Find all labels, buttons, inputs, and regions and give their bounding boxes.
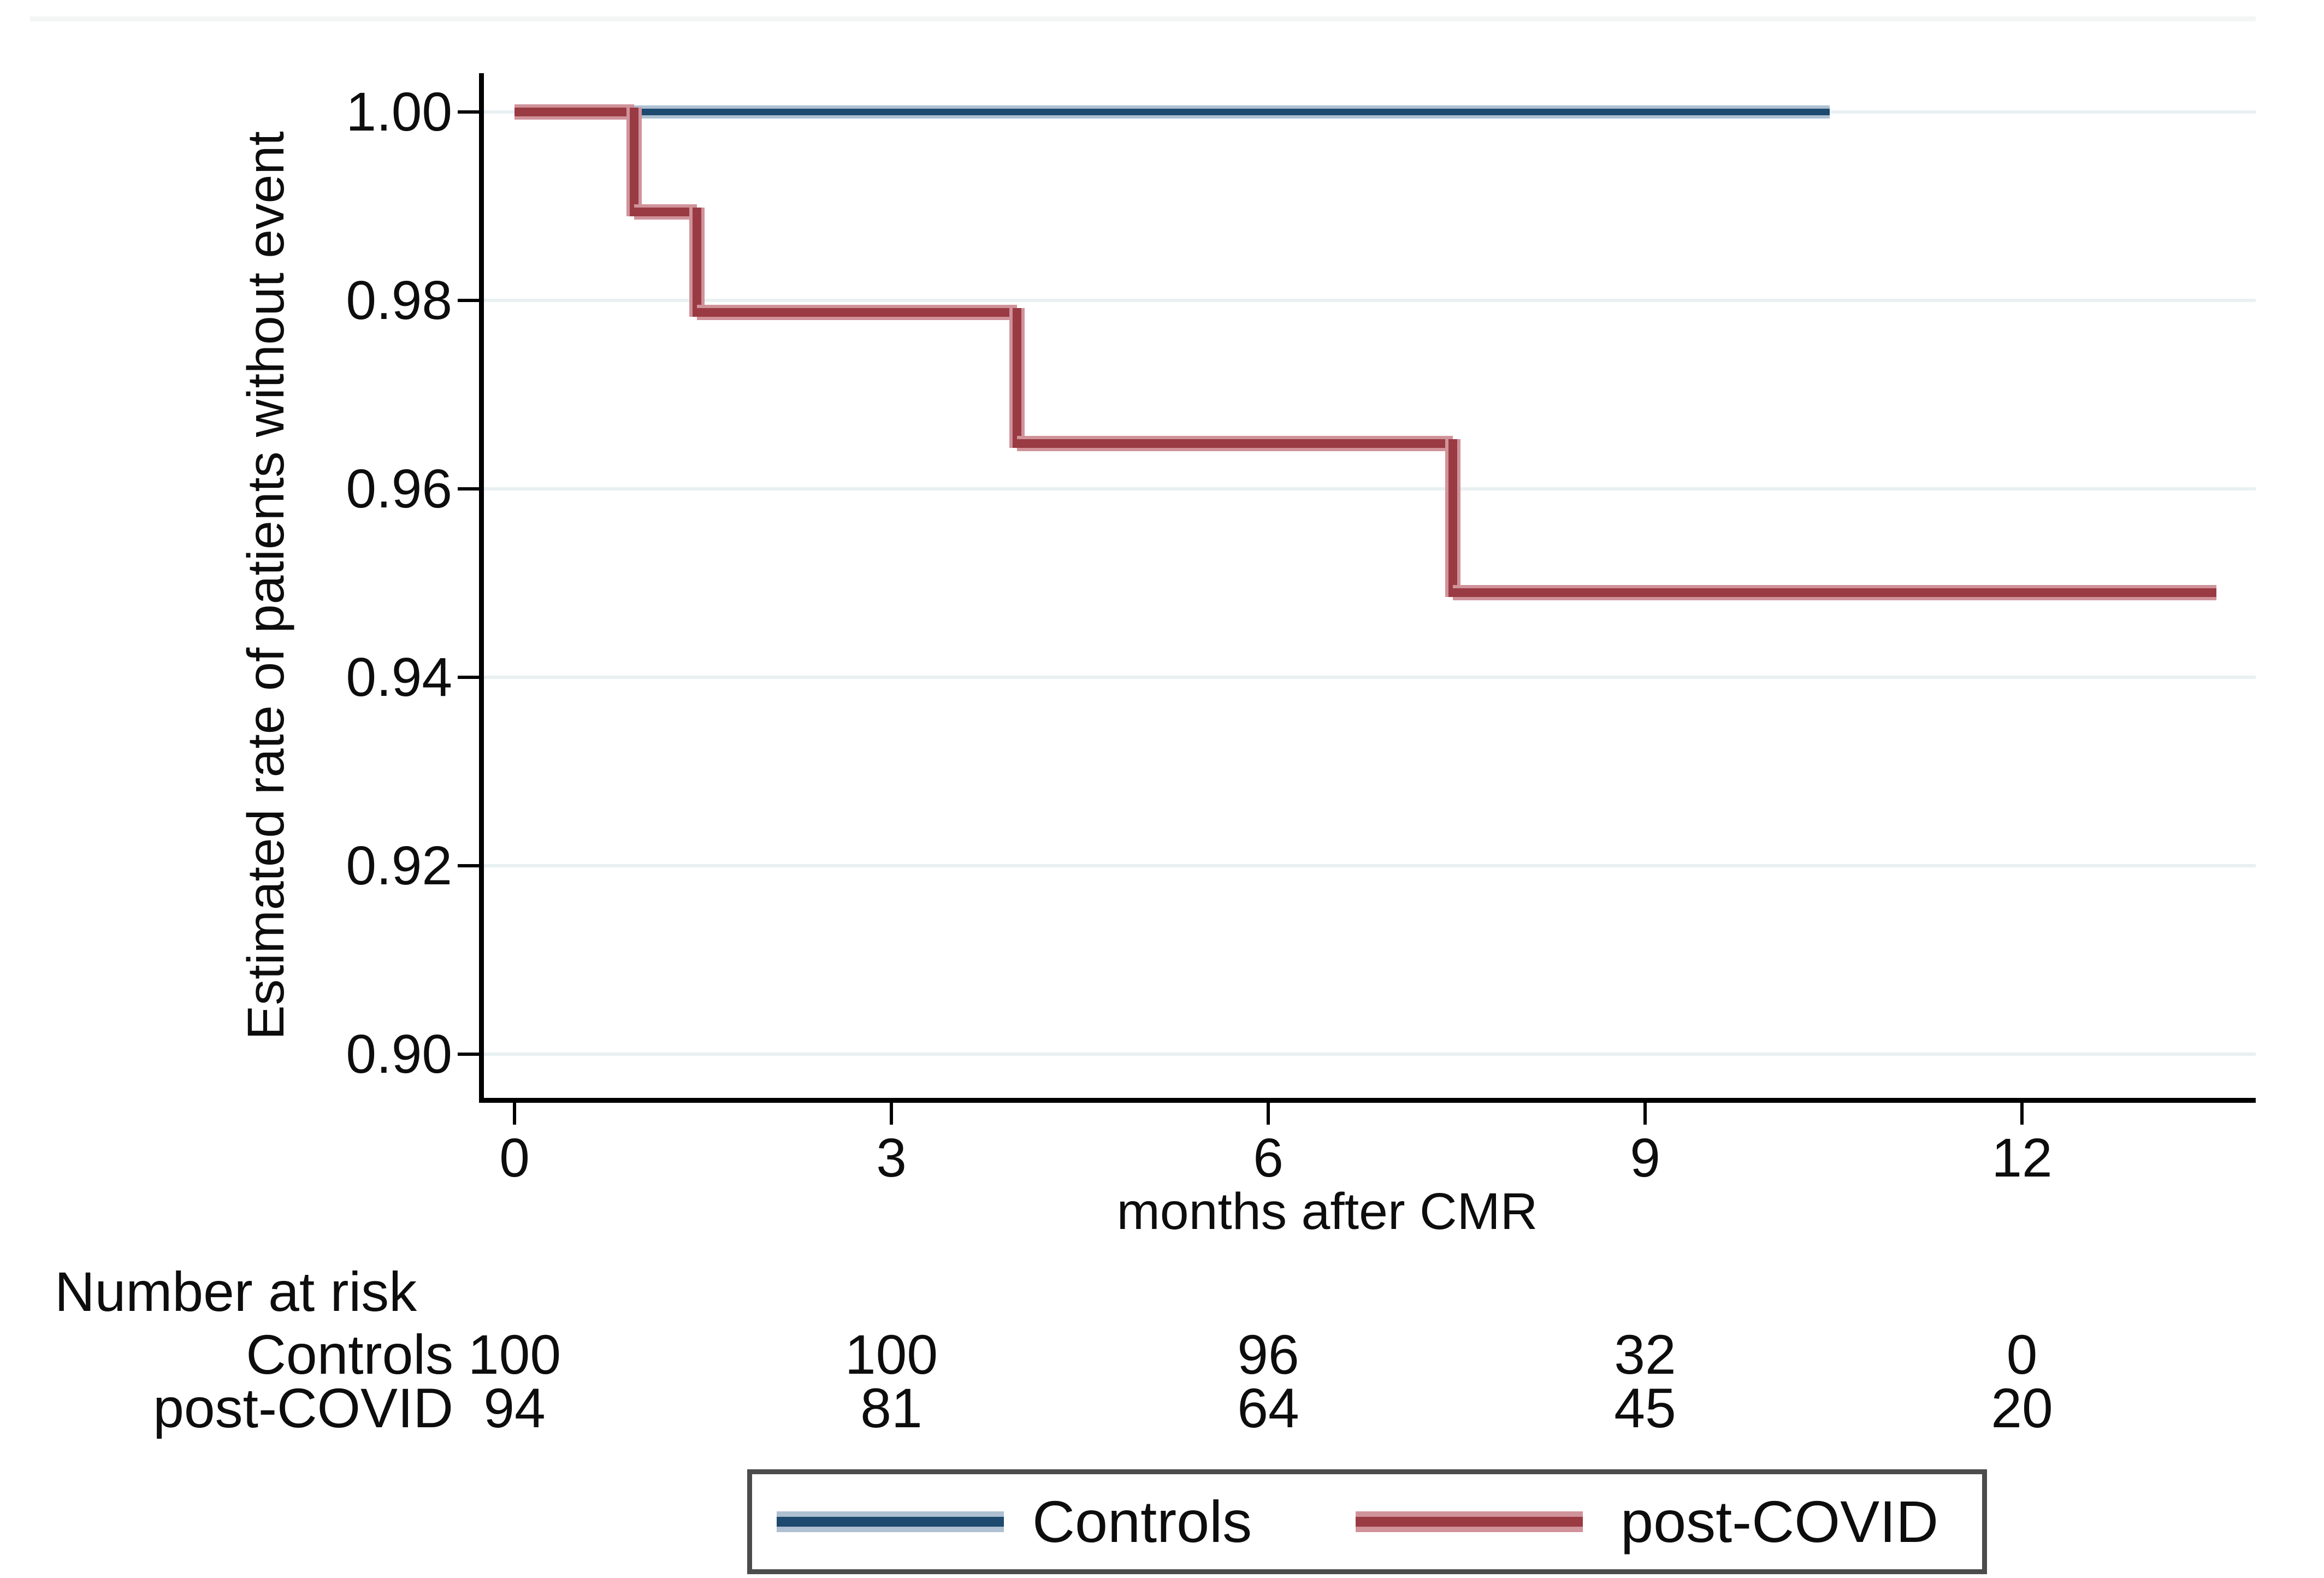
gridline (484, 299, 2256, 302)
curve-segment-post-COVID (696, 305, 1017, 321)
gridline (484, 864, 2256, 867)
risk-row-label: post-COVID (153, 1377, 453, 1439)
curve-step-post-COVID (626, 108, 642, 216)
risk-row-label: Controls (246, 1323, 453, 1386)
y-tick-mark (458, 864, 480, 867)
x-tick-mark (513, 1103, 516, 1125)
legend-swatch-Controls (777, 1511, 1004, 1532)
y-tick-label: 0.92 (346, 835, 452, 896)
risk-count: 81 (860, 1377, 922, 1439)
x-tick-label: 12 (1991, 1127, 2053, 1189)
risk-count: 100 (844, 1323, 938, 1386)
legend-swatch-post-COVID (1356, 1511, 1583, 1532)
curve-step-post-COVID (1445, 439, 1461, 597)
curve-segment-post-COVID (634, 204, 697, 220)
risk-count: 20 (1991, 1377, 2053, 1439)
curve-segment-post-COVID (515, 104, 634, 120)
risk-count: 96 (1237, 1323, 1299, 1386)
y-tick-mark (458, 676, 480, 679)
y-tick-label: 0.96 (346, 458, 452, 519)
risk-count: 32 (1614, 1323, 1676, 1386)
y-axis-line (479, 73, 484, 1103)
legend: Controls post-COVID (747, 1469, 1987, 1574)
x-tick-label: 3 (876, 1127, 907, 1189)
y-tick-label: 0.90 (346, 1024, 452, 1085)
curve-segment-post-COVID (1453, 584, 2217, 600)
risk-table-title: Number at risk (55, 1261, 417, 1323)
curve-step-post-COVID (689, 207, 705, 317)
x-axis-title: months after CMR (1116, 1183, 1538, 1240)
risk-count: 94 (483, 1377, 546, 1439)
x-tick-label: 0 (499, 1127, 530, 1189)
gridline (484, 676, 2256, 679)
x-tick-mark (2020, 1103, 2024, 1125)
curve-segment-post-COVID (1017, 436, 1453, 452)
curve-segment-Controls (515, 105, 1830, 119)
risk-count: 45 (1614, 1377, 1676, 1439)
y-tick-mark (458, 299, 480, 302)
y-tick-label: 1.00 (346, 81, 452, 143)
figure-top-border (30, 16, 2256, 21)
y-tick-label: 0.94 (346, 647, 452, 708)
x-tick-mark (890, 1103, 893, 1125)
risk-count: 0 (2006, 1323, 2038, 1386)
gridline (484, 1053, 2256, 1056)
x-tick-mark (1267, 1103, 1270, 1125)
x-tick-mark (1643, 1103, 1647, 1125)
x-axis-line (479, 1098, 2256, 1103)
y-tick-mark (458, 1053, 480, 1056)
legend-label-post-COVID: post-COVID (1621, 1488, 1939, 1555)
y-tick-mark (458, 110, 480, 114)
gridline (484, 487, 2256, 490)
y-tick-mark (458, 487, 480, 490)
legend-label-Controls: Controls (1032, 1488, 1252, 1555)
curve-step-post-COVID (1009, 308, 1025, 448)
y-tick-label: 0.98 (346, 270, 452, 331)
y-axis-title: Estimated rate of patients without event (237, 131, 295, 1040)
risk-count: 64 (1237, 1377, 1299, 1439)
x-tick-label: 9 (1630, 1127, 1660, 1189)
x-tick-label: 6 (1253, 1127, 1284, 1189)
risk-count: 100 (468, 1323, 561, 1386)
